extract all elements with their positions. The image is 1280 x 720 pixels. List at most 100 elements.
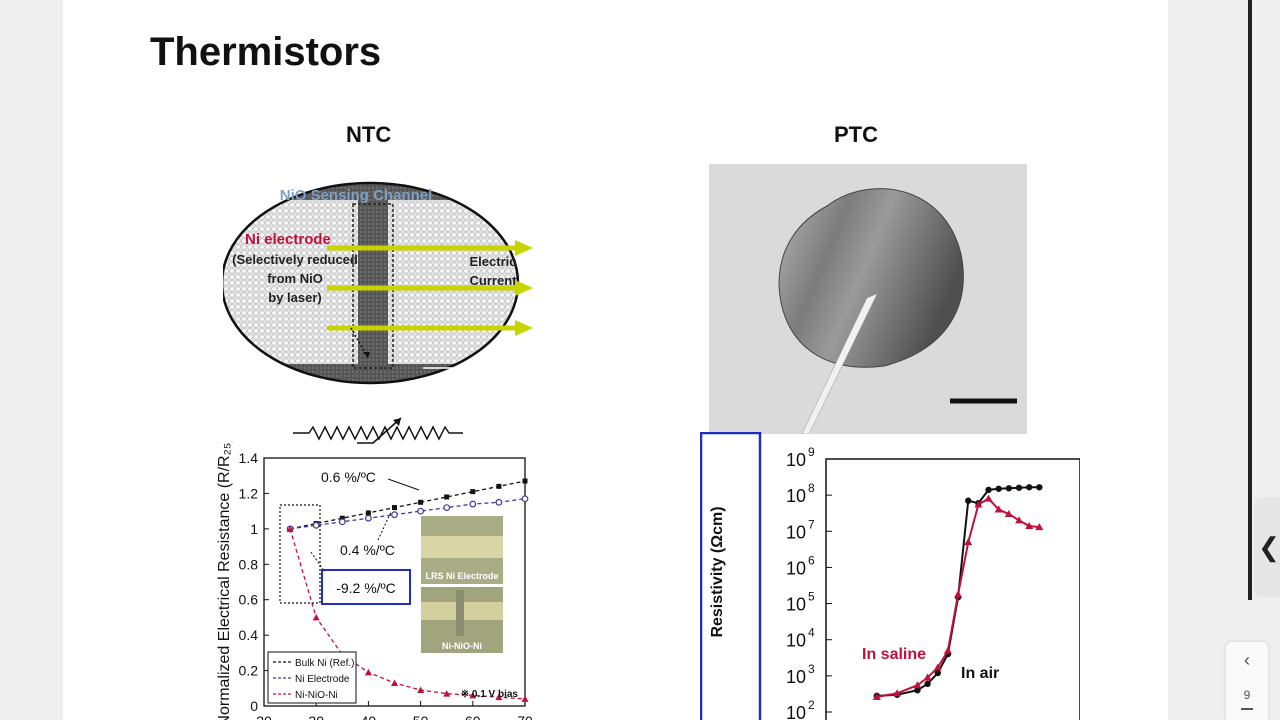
ptc-data-point — [1026, 484, 1033, 491]
ntc-data-point — [391, 679, 398, 686]
ntc-annot-nio: -9.2 %/ºC — [336, 580, 396, 596]
ptc-y-tick-exponent: 8 — [808, 481, 815, 495]
ptc-y-tick-exponent: 5 — [808, 590, 815, 604]
ptc-resistivity-chart: Resistivity (Ωcm) 10 910 810 710 610 510 410 31… — [700, 432, 1080, 720]
ptc-data-point — [913, 681, 922, 689]
ptc-data-point — [964, 538, 973, 546]
ptc-data-point — [985, 486, 992, 494]
current-arrows — [327, 240, 533, 336]
ptc-label-saline: In saline — [862, 646, 926, 663]
ntc-data-point — [365, 510, 371, 516]
electrode-note-2: from NiO — [267, 271, 323, 286]
ntc-annot-ni: 0.4 %/ºC — [340, 542, 395, 558]
ptc-data-point — [984, 494, 993, 502]
ntc-x-tick-label: 30 — [308, 713, 324, 720]
ntc-bias-note: ※ 0.1 V bias — [461, 689, 519, 700]
ntc-data-point — [418, 499, 424, 505]
ntc-sensor-diagram: NiO Sensing Channel Ni electrode (Select… — [223, 181, 533, 444]
ptc-plot-frame — [825, 458, 1080, 720]
ntc-data-point — [521, 695, 529, 702]
ntc-data-point — [364, 514, 372, 522]
ptc-data-point — [1015, 484, 1023, 491]
chevron-left-icon: ❮ — [1258, 531, 1280, 562]
inset-bottom-label: Ni-NiO-Ni — [442, 641, 482, 651]
page-indicator-line — [1241, 708, 1253, 710]
ptc-y-tick-label: 10 — [786, 631, 806, 651]
ntc-data-point — [521, 495, 529, 503]
ntc-data-point — [286, 525, 294, 532]
ptc-data-point — [954, 590, 963, 598]
ptc-data-point — [1015, 516, 1024, 524]
ptc-y-tick-label: 10 — [786, 667, 806, 687]
ntc-data-point — [338, 518, 346, 526]
ptc-data-point — [1035, 523, 1044, 531]
ntc-data-point — [495, 498, 503, 506]
ptc-y-tick-exponent: 4 — [808, 626, 815, 640]
ntc-data-point — [417, 507, 425, 515]
ntc-data-point — [417, 686, 425, 694]
thermistor-symbol-icon — [293, 417, 463, 444]
ntc-resistance-chart: Normalized Electrical Resistance (R/R₂₅)… — [216, 442, 533, 720]
previous-page-button[interactable]: ‹ — [1244, 650, 1250, 670]
slide: Thermistors NTC PTC — [63, 0, 1168, 720]
ptc-y-tick-label: 10 — [786, 522, 806, 542]
ntc-x-tick-label: 50 — [413, 713, 429, 720]
ptc-ylabel-box — [700, 432, 762, 720]
ntc-y-tick-label: 0.4 — [239, 627, 259, 643]
ntc-y-tick-label: 1.4 — [239, 450, 259, 466]
current-label-1: Electric — [470, 254, 517, 269]
ptc-data-point — [1004, 510, 1013, 518]
width-label: 50 µm — [423, 379, 463, 395]
ntc-data-point — [495, 693, 503, 701]
ntc-annot-bulk: 0.6 %/ºC — [321, 469, 376, 485]
ptc-y-tick-exponent: 2 — [808, 698, 815, 712]
ntc-legend-label: Bulk Ni (Ref.) — [295, 658, 354, 669]
ntc-data-point — [443, 504, 451, 511]
ptc-data-point — [934, 669, 941, 677]
scrollbar-track[interactable] — [1248, 0, 1252, 600]
ntc-x-tick-label: 70 — [517, 713, 533, 720]
ptc-data-point — [943, 646, 952, 654]
ptc-data-point — [923, 673, 932, 681]
channel-label: NiO Sensing Channel — [280, 187, 433, 204]
ntc-data-point — [469, 691, 477, 699]
ptc-y-tick-label: 10 — [786, 558, 806, 578]
ntc-y-tick-label: 0.8 — [239, 556, 259, 572]
ntc-legend-label: Ni Electrode — [295, 674, 350, 685]
ntc-series-line — [289, 480, 526, 530]
ptc-y-axis-label: Resistivity (Ωcm) — [709, 506, 726, 637]
ptc-data-point — [1036, 484, 1043, 491]
ntc-x-tick-label: 40 — [361, 713, 377, 720]
ptc-y-tick-exponent: 6 — [808, 553, 815, 567]
slide-title: Thermistors — [150, 30, 382, 74]
ntc-y-axis-label: Normalized Electrical Resistance (R/R₂₅) — [216, 442, 233, 720]
ntc-data-point — [444, 494, 450, 500]
ntc-data-point — [391, 511, 398, 519]
ntc-highlight-box — [279, 504, 321, 604]
ntc-data-point — [496, 483, 502, 489]
side-panel-toggle[interactable]: ❮ — [1254, 497, 1280, 597]
ntc-data-point — [312, 613, 320, 621]
ntc-data-point — [522, 478, 528, 484]
ptc-heading: PTC — [834, 122, 878, 147]
ntc-series-line — [289, 528, 526, 700]
ptc-y-tick-label: 10 — [786, 450, 806, 470]
ntc-series-line — [290, 498, 526, 530]
ntc-y-tick-label: 0.6 — [239, 592, 259, 608]
ptc-y-tick-label: 10 — [786, 595, 806, 615]
electrode-note-1: (Selectively reduced — [232, 252, 358, 267]
ptc-data-point — [893, 689, 902, 697]
ptc-data-point — [994, 505, 1003, 513]
ptc-data-point — [974, 500, 983, 508]
ptc-y-tick-exponent: 9 — [808, 445, 815, 459]
ntc-y-tick-label: 1 — [250, 521, 258, 537]
ptc-sensor-photo — [709, 164, 1027, 434]
ptc-data-point — [1005, 485, 1013, 492]
ntc-data-point — [443, 690, 451, 697]
electrode-label: Ni electrode — [245, 231, 331, 248]
current-label-2: Current — [470, 273, 518, 288]
ntc-legend-label: Ni-NiO-Ni — [295, 690, 338, 701]
ntc-annot-box — [321, 569, 411, 605]
ntc-heading: NTC — [346, 122, 392, 147]
